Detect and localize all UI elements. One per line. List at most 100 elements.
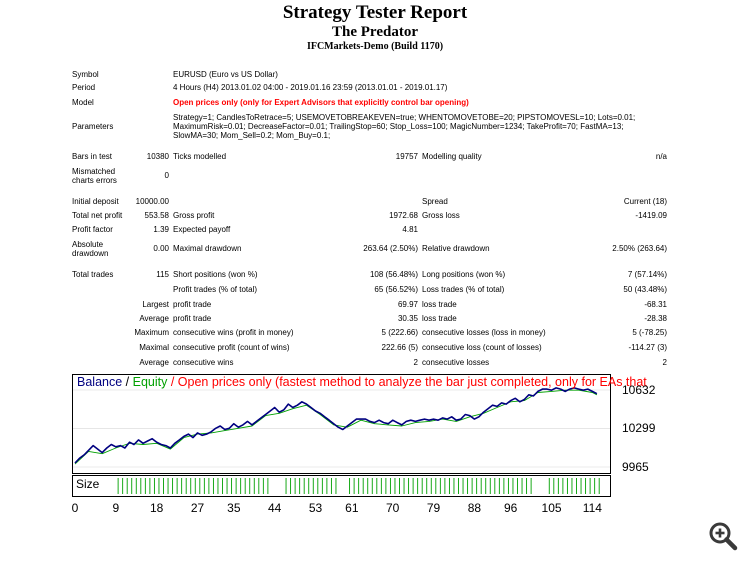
x-tick-label: 88 xyxy=(467,501,482,515)
x-tick-label: 44 xyxy=(268,501,282,515)
largest-profit-label: profit trade xyxy=(173,300,212,309)
avg-wins-value: 2 xyxy=(413,358,418,367)
payoff-value: 4.81 xyxy=(402,225,418,234)
average2-label: Average xyxy=(139,358,169,367)
x-tick-label: 114 xyxy=(582,501,602,515)
period-value: 4 Hours (H4) 2013.01.02 04:00 - 2019.01.… xyxy=(173,83,448,92)
long-value: 7 (57.14%) xyxy=(627,270,667,279)
avg-losses-value: 2 xyxy=(662,358,667,367)
pf-value: 1.39 xyxy=(153,225,169,234)
short-value: 108 (56.48%) xyxy=(369,270,418,279)
balance-chart-svg xyxy=(72,374,611,497)
long-label: Long positions (won %) xyxy=(422,270,506,279)
x-tick-label: 0 xyxy=(71,501,79,515)
avg-wins-label: consecutive wins xyxy=(173,358,234,367)
largest-loss-value: -68.31 xyxy=(644,300,667,309)
quality-label: Modelling quality xyxy=(422,152,482,161)
x-tick-label: 53 xyxy=(308,501,323,515)
absdd-label: Absolute drawdown xyxy=(72,240,109,258)
trades-value: 115 xyxy=(156,270,169,279)
deposit-label: Initial deposit xyxy=(72,197,119,206)
ltrades-value: 50 (43.48%) xyxy=(623,285,667,294)
largest-label: Largest xyxy=(142,300,169,309)
report-subtitle: The Predator xyxy=(332,24,418,40)
y-tick-label: 10299 xyxy=(622,421,656,436)
grossloss-label: Gross loss xyxy=(422,211,460,220)
mismatch-label: Mismatched charts errors xyxy=(72,167,117,185)
maximal-profit-label: consecutive profit (count of wins) xyxy=(173,343,290,352)
x-tick-label: 27 xyxy=(190,501,205,515)
netprofit-label: Total net profit xyxy=(72,211,123,220)
series-balance-line xyxy=(74,387,598,464)
average-loss-label: loss trade xyxy=(422,314,457,323)
trades-label: Total trades xyxy=(72,270,114,279)
grossloss-value: -1419.09 xyxy=(635,211,667,220)
largest-profit-value: 69.97 xyxy=(397,300,418,309)
report-title: Strategy Tester Report xyxy=(282,2,468,23)
deposit-value: 10000.00 xyxy=(135,197,169,206)
maximal-loss-value: -114.27 (3) xyxy=(628,343,667,352)
maxdd-label: Maximal drawdown xyxy=(173,244,242,253)
reldd-value: 2.50% (263.64) xyxy=(612,244,667,253)
y-tick-label: 10632 xyxy=(622,383,656,397)
x-tick-label: 79 xyxy=(426,501,441,515)
model-value: Open prices only (only for Expert Adviso… xyxy=(173,98,469,107)
mismatch-value: 0 xyxy=(164,171,169,180)
payoff-label: Expected payoff xyxy=(173,225,231,234)
max-wins-value: 5 (222.66) xyxy=(381,328,418,337)
balance-chart: Size xyxy=(72,374,611,501)
legend-sep: / xyxy=(122,375,133,389)
x-tick-label: 105 xyxy=(541,501,562,515)
grossprofit-label: Gross profit xyxy=(173,211,215,220)
maximal-profit-value: 222.66 (5) xyxy=(381,343,418,352)
x-tick-label: 35 xyxy=(227,501,241,515)
ticks-value: 19757 xyxy=(395,152,418,161)
avg-losses-label: consecutive losses xyxy=(422,358,490,367)
ptrades-value: 65 (56.52%) xyxy=(374,285,418,294)
size-frame xyxy=(72,475,611,497)
average-profit-value: 30.35 xyxy=(397,314,418,323)
max-losses-value: 5 (-78.25) xyxy=(632,328,667,337)
x-tick-label: 18 xyxy=(150,501,164,515)
reldd-label: Relative drawdown xyxy=(422,244,490,253)
parameters-label: Parameters xyxy=(72,122,114,131)
absdd-value: 0.00 xyxy=(153,244,169,253)
bars-value: 10380 xyxy=(146,152,169,161)
ptrades-label: Profit trades (% of total) xyxy=(173,285,258,294)
size-label: Size xyxy=(76,477,100,491)
parameters-value: Strategy=1; CandlesToRetrace=5; USEMOVET… xyxy=(173,113,636,140)
largest-loss-label: loss trade xyxy=(422,300,457,309)
maxdd-value: 263.64 (2.50%) xyxy=(363,244,418,253)
spread-value: Current (18) xyxy=(623,197,667,206)
grossprofit-value: 1972.68 xyxy=(389,211,418,220)
report-build: IFCMarkets-Demo (Build 1170) xyxy=(306,41,444,52)
x-tick-label: 70 xyxy=(386,501,400,515)
max-losses-label: consecutive losses (loss in money) xyxy=(422,328,546,337)
average-profit-label: profit trade xyxy=(173,314,212,323)
symbol-value: EURUSD (Euro vs US Dollar) xyxy=(173,70,278,79)
spread-label: Spread xyxy=(422,197,448,206)
x-tick-label: 96 xyxy=(504,501,518,515)
y-tick-label: 9965 xyxy=(622,460,649,474)
max-wins-label: consecutive wins (profit in money) xyxy=(173,328,294,337)
legend-note: / Open prices only (fastest method to an… xyxy=(167,375,647,389)
legend-equity: Equity xyxy=(132,375,168,389)
series-equity-line xyxy=(74,389,598,465)
maximal-loss-label: consecutive loss (count of losses) xyxy=(422,343,542,352)
ltrades-label: Loss trades (% of total) xyxy=(422,285,505,294)
zoom-in-icon[interactable] xyxy=(708,521,738,551)
average-label: Average xyxy=(139,314,169,323)
x-tick-label: 61 xyxy=(345,501,359,515)
symbol-label: Symbol xyxy=(72,70,99,79)
chart-legend: Balance / Equity / Open prices only (fas… xyxy=(77,375,647,389)
average-loss-value: -28.38 xyxy=(644,314,667,323)
netprofit-value: 553.58 xyxy=(144,211,169,220)
ticks-label: Ticks modelled xyxy=(173,152,227,161)
quality-value: n/a xyxy=(655,152,667,161)
period-label: Period xyxy=(72,83,96,92)
maximum-label: Maximum xyxy=(134,328,169,337)
maximal-label: Maximal xyxy=(139,343,169,352)
legend-balance: Balance xyxy=(77,375,123,389)
model-label: Model xyxy=(72,98,94,107)
chart-frame xyxy=(72,374,611,474)
